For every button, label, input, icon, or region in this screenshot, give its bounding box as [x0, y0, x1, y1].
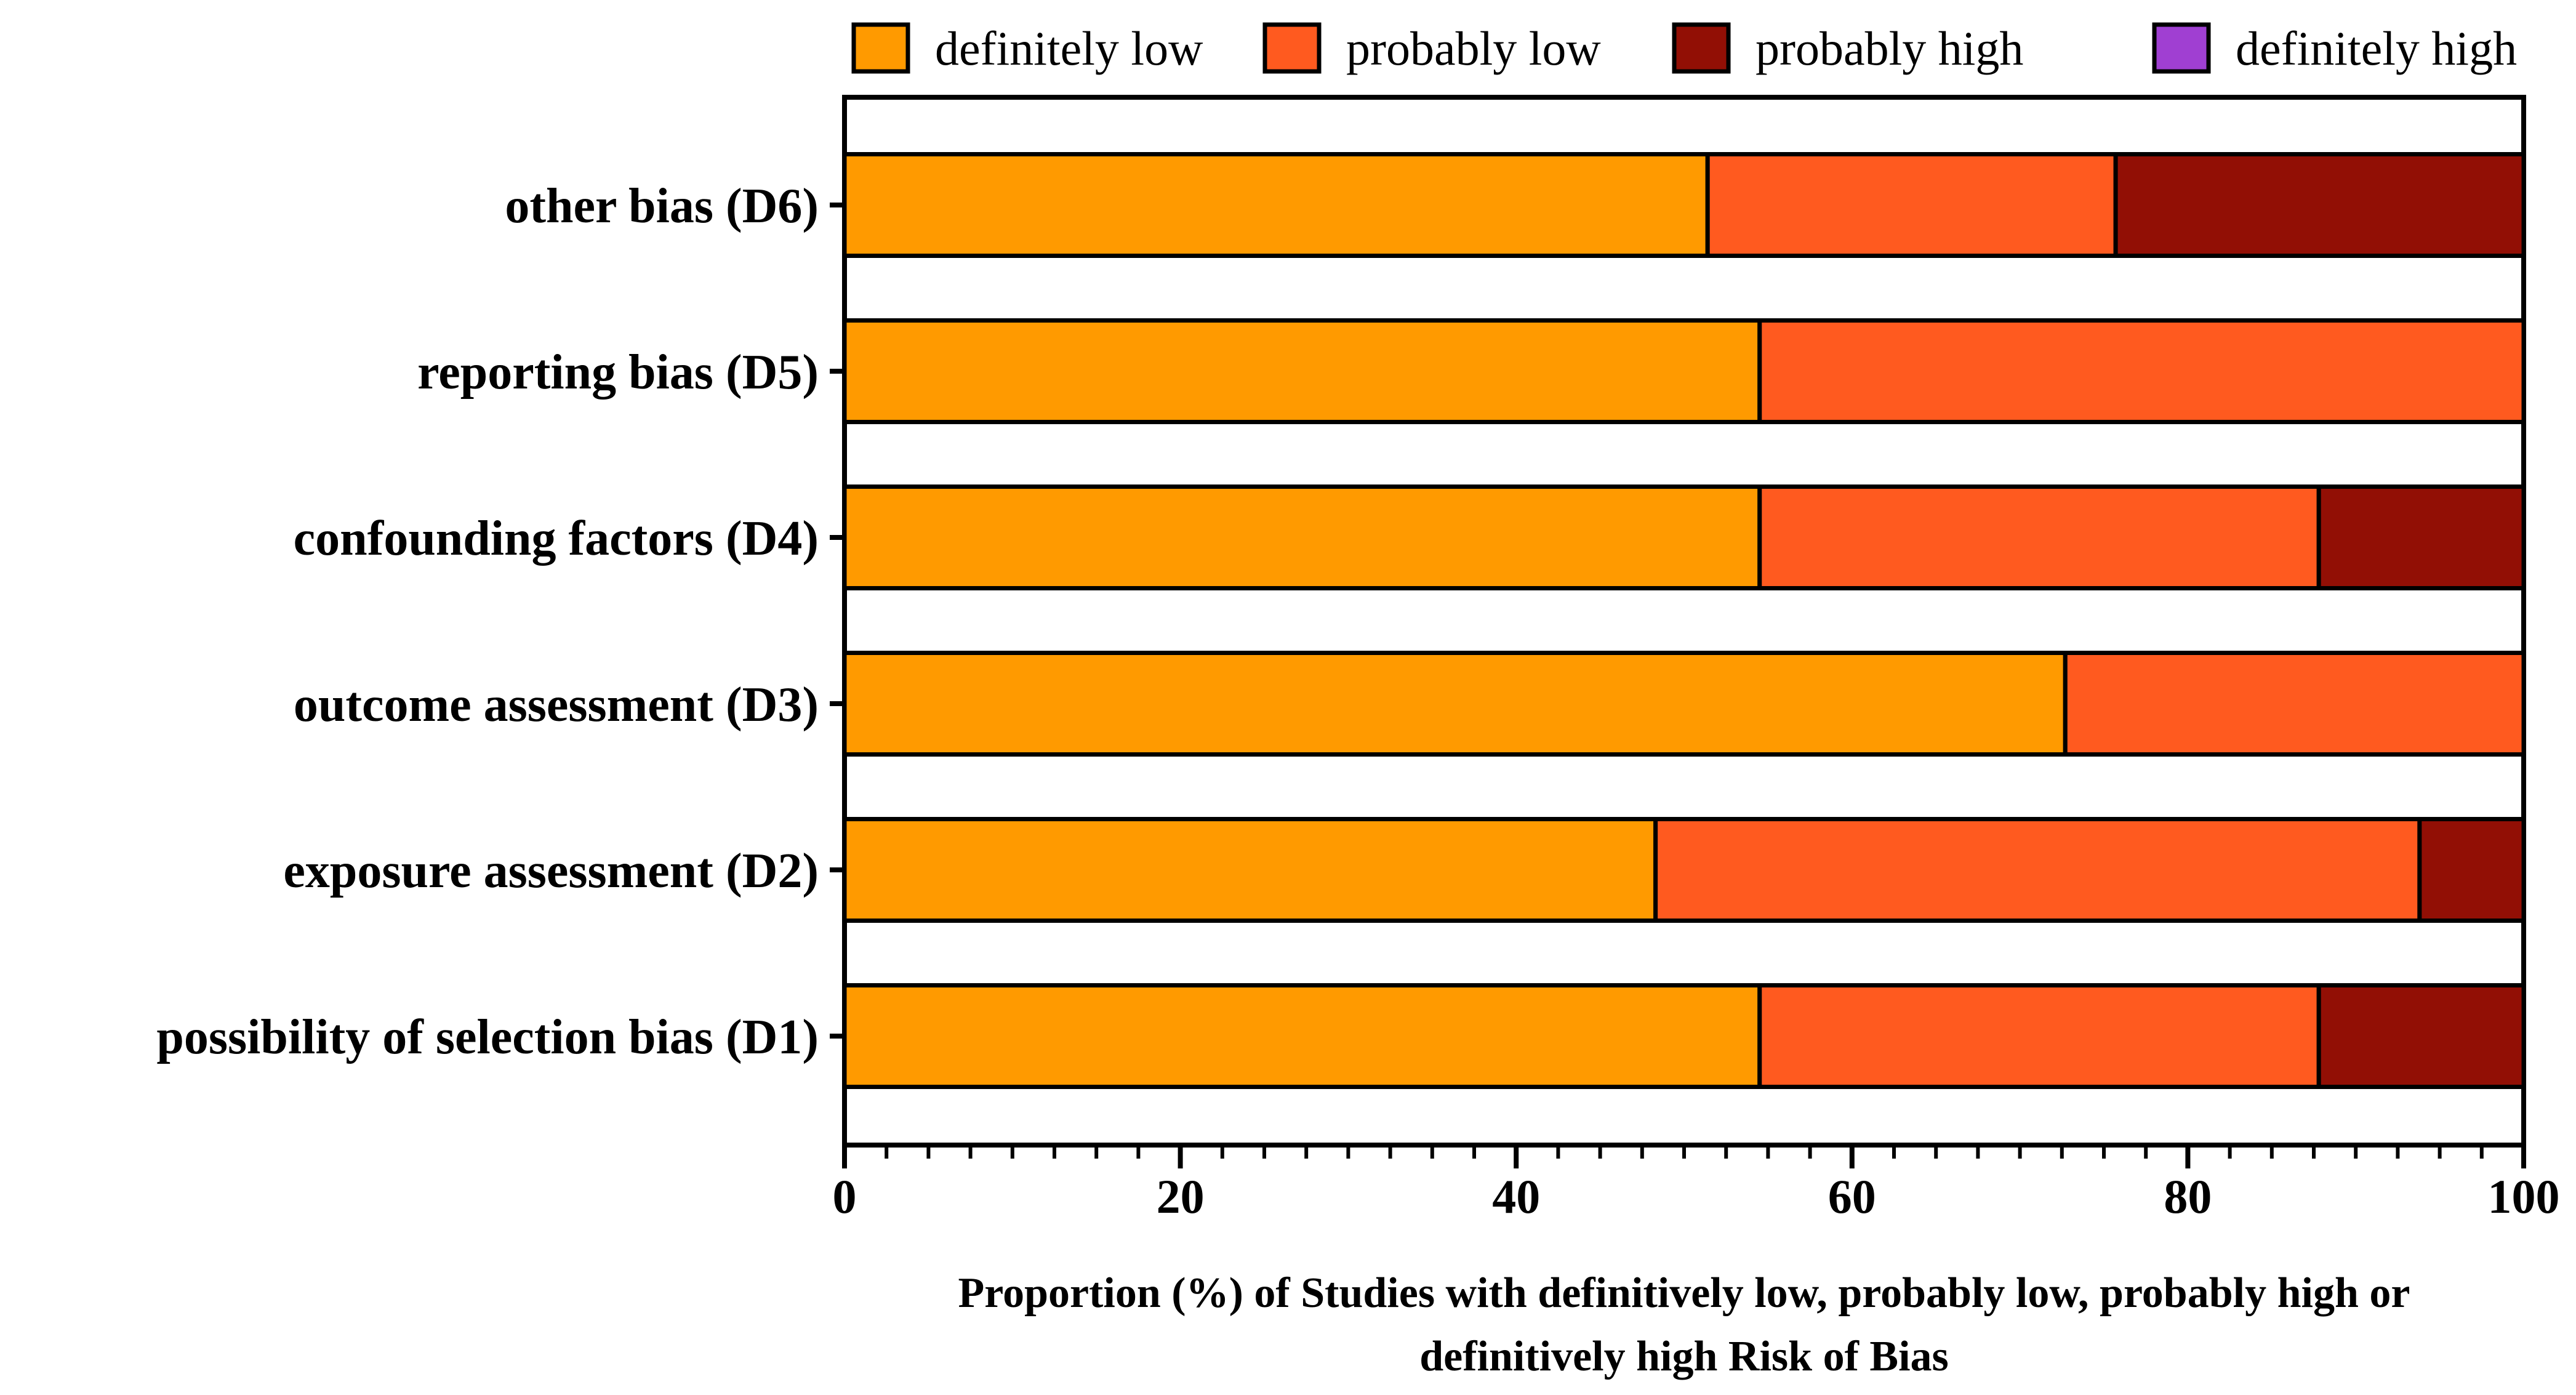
bar-probably-high-6	[2316, 983, 2526, 1089]
legend-swatch-definitely-high	[2152, 22, 2211, 74]
category-label: confounding factors (D4)	[294, 512, 819, 566]
bar-probably-low-1	[1705, 152, 2118, 258]
bar-probably-low-6	[1757, 983, 2321, 1089]
bar-definitely-low-1	[842, 152, 1710, 258]
bar-probably-low-2	[1757, 318, 2526, 424]
x-axis-label: definitively high Risk of Bias	[1419, 1333, 1949, 1380]
bar-probably-low-4	[2063, 651, 2526, 757]
category-label: exposure assessment (D2)	[283, 844, 819, 898]
bar-probably-low-5	[1653, 817, 2422, 923]
legend-label: probably high	[1755, 22, 2023, 75]
x-tick-label: 0	[833, 1170, 857, 1223]
category-label: reporting bias (D5)	[417, 345, 819, 400]
x-tick-label: 60	[1828, 1170, 1876, 1223]
legend-swatch-definitely-low	[851, 22, 910, 74]
bar-definitely-low-4	[842, 651, 2068, 757]
category-label: outcome assessment (D3)	[294, 678, 819, 732]
x-tick-label: 80	[2164, 1170, 2212, 1223]
category-label: other bias (D6)	[505, 179, 819, 233]
x-axis-label: Proportion (%) of Studies with definitiv…	[958, 1269, 2410, 1317]
legend-label: probably low	[1346, 22, 1601, 75]
category-label: possibility of selection bias (D1)	[156, 1010, 819, 1064]
legend-swatch-probably-high	[1672, 22, 1731, 74]
plot-frame	[842, 95, 2526, 1148]
x-tick-label: 100	[2488, 1170, 2560, 1223]
bar-probably-high-5	[2417, 817, 2526, 923]
bar-definitely-low-2	[842, 318, 1762, 424]
x-tick-label: 20	[1157, 1170, 1205, 1223]
bar-probably-high-1	[2113, 152, 2526, 258]
bar-probably-high-3	[2316, 484, 2526, 590]
bar-definitely-low-3	[842, 484, 1762, 590]
legend-label: definitely low	[935, 22, 1203, 75]
bar-definitely-low-5	[842, 817, 1658, 923]
x-tick-label: 40	[1492, 1170, 1540, 1223]
legend-swatch-probably-low	[1262, 22, 1322, 74]
bar-definitely-low-6	[842, 983, 1762, 1089]
legend-label: definitely high	[2236, 22, 2517, 75]
bar-probably-low-3	[1757, 484, 2321, 590]
